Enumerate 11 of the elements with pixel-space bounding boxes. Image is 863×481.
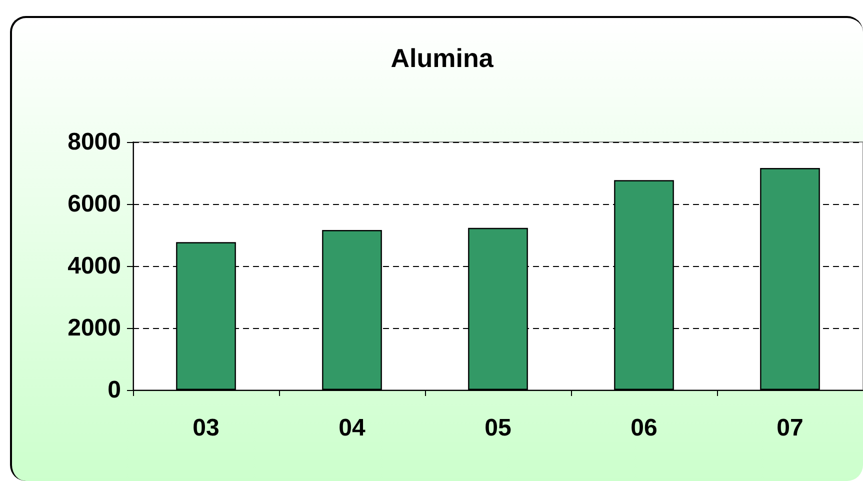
x-tick-label: 04 — [338, 414, 366, 442]
y-tick-label: 0 — [108, 376, 121, 404]
y-tick-label: 4000 — [68, 252, 121, 280]
x-tick-label: 03 — [192, 414, 220, 442]
x-tick-label: 05 — [484, 414, 512, 442]
x-tick-label: 06 — [630, 414, 658, 442]
y-tick-label: 8000 — [68, 128, 121, 156]
y-tick-label: 2000 — [68, 314, 121, 342]
chart-title: Alumina — [390, 43, 494, 73]
y-tick-label: 6000 — [68, 190, 121, 218]
x-tick-label: 07 — [776, 414, 804, 442]
